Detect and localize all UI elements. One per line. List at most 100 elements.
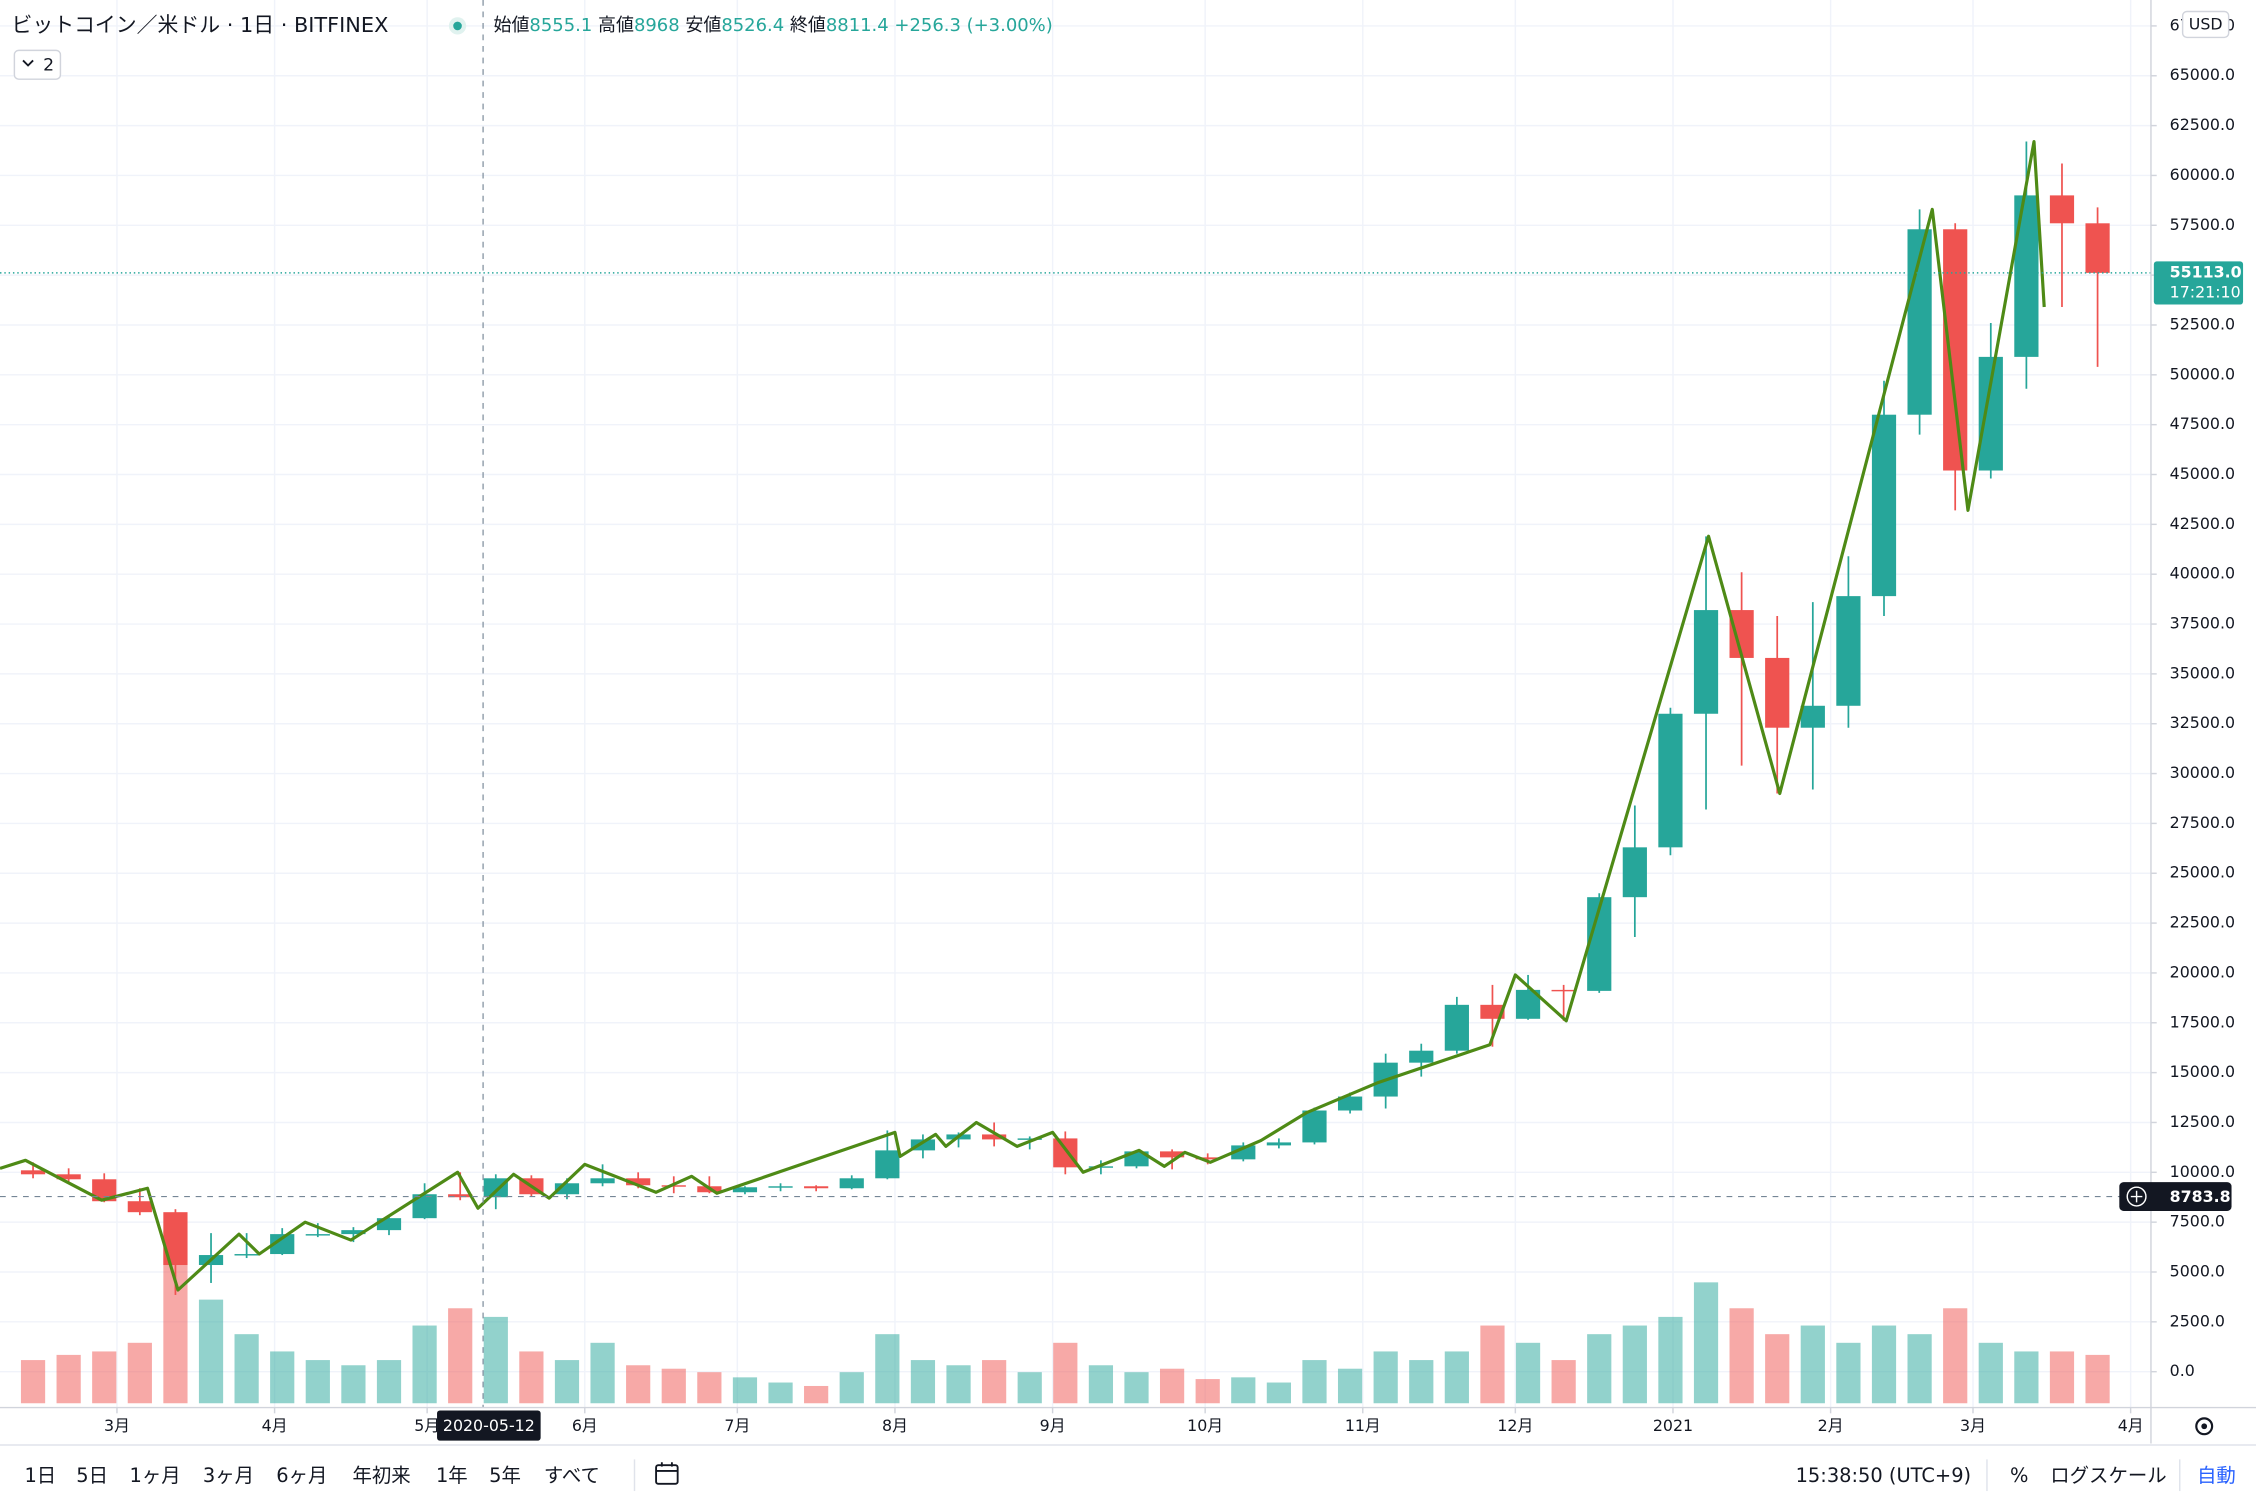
x-tick-label: 5月	[414, 1416, 440, 1435]
candle-body	[1053, 1138, 1078, 1168]
candle-body	[1159, 1151, 1185, 1158]
indicator-toggle[interactable]	[13, 49, 62, 80]
volume-bar	[198, 1299, 224, 1404]
volume-bar	[590, 1342, 615, 1404]
volume-bar	[982, 1360, 1007, 1404]
range-button[interactable]: 年初来	[353, 1464, 411, 1487]
candle-body	[2014, 195, 2039, 357]
grid	[0, 0, 2151, 1408]
volume-bar	[1693, 1282, 1719, 1404]
candle-body	[56, 1174, 81, 1180]
volume-bar	[804, 1385, 829, 1404]
add-alert-button[interactable]	[2126, 1186, 2147, 1207]
candle-body	[1480, 1004, 1505, 1019]
candle-body	[20, 1170, 46, 1175]
y-tick-label: 52500.0	[2170, 314, 2235, 333]
percent-toggle[interactable]: %	[2010, 1464, 2028, 1487]
volume-bar	[1836, 1342, 1861, 1404]
crosshair-date-badge	[437, 1410, 541, 1441]
volume-bar	[305, 1360, 330, 1404]
candle-body	[1836, 596, 1861, 706]
volume-bar	[376, 1360, 402, 1404]
legend-label: 終値	[790, 15, 826, 36]
chevron-icon	[22, 59, 34, 67]
volume-bar	[412, 1325, 437, 1404]
volume-bar	[1480, 1325, 1505, 1404]
volume-bar	[1124, 1372, 1149, 1404]
volume-bar	[1231, 1377, 1256, 1404]
volume-bar	[1195, 1379, 1220, 1404]
candle-body	[1231, 1145, 1256, 1160]
volume-bar	[1622, 1325, 1647, 1404]
x-tick-label: 3月	[104, 1416, 130, 1435]
y-tick-label: 10000.0	[2170, 1162, 2235, 1181]
range-button[interactable]: 5年	[489, 1464, 521, 1487]
range-button[interactable]: 1年	[436, 1464, 468, 1487]
x-tick-label: 10月	[1187, 1416, 1223, 1435]
y-tick-label: 35000.0	[2170, 663, 2235, 682]
volume-bar	[1515, 1342, 1541, 1404]
volume-bar	[2049, 1351, 2075, 1404]
clock[interactable]: 15:38:50 (UTC+9)	[1796, 1464, 1972, 1487]
legend-label: 高値	[598, 15, 634, 36]
y-tick-label: 17500.0	[2170, 1012, 2235, 1031]
candle-body	[1266, 1142, 1291, 1146]
y-tick-label: 32500.0	[2170, 713, 2235, 732]
volume-bar	[1017, 1372, 1042, 1404]
volume-bar	[1337, 1368, 1363, 1404]
range-button[interactable]: 1ヶ月	[129, 1464, 180, 1487]
range-button[interactable]: すべて	[544, 1464, 600, 1487]
date-range-icon[interactable]	[655, 1462, 679, 1485]
volume-bar	[1943, 1308, 1968, 1404]
indicator-count: 2	[43, 55, 54, 75]
settings-icon[interactable]	[2195, 1417, 2214, 1436]
candle-body	[554, 1183, 580, 1195]
candle-body	[626, 1178, 651, 1186]
candle-body	[1658, 713, 1683, 848]
volume-bar	[1088, 1365, 1114, 1404]
auto-scale-toggle[interactable]: 自動	[2197, 1464, 2236, 1487]
candle-body	[448, 1194, 473, 1198]
volume-pane	[20, 1230, 2110, 1404]
y-tick-label: 12500.0	[2170, 1112, 2235, 1131]
volume-bar	[2014, 1351, 2039, 1404]
volume-bar	[341, 1365, 366, 1404]
overlay	[0, 0, 2151, 1408]
range-button[interactable]: 6ヶ月	[276, 1464, 327, 1487]
candle-body	[1017, 1138, 1042, 1140]
volume-bar	[732, 1377, 758, 1404]
x-tick-label: 11月	[1345, 1416, 1381, 1435]
candle-body	[92, 1179, 117, 1202]
volume-bar	[1373, 1351, 1398, 1404]
x-tick-label: 12月	[1497, 1416, 1533, 1435]
x-tick-label: 2月	[1818, 1416, 1844, 1435]
range-button[interactable]: 5日	[76, 1464, 108, 1487]
x-tick-label: 3月	[1960, 1416, 1986, 1435]
volume-bar	[448, 1308, 473, 1404]
volume-bar	[1159, 1368, 1185, 1404]
candle-body	[341, 1230, 366, 1235]
legend-value: 8968	[634, 15, 680, 36]
volume-bar	[1053, 1342, 1078, 1404]
candle-body	[910, 1139, 936, 1151]
range-button[interactable]: 1日	[24, 1464, 56, 1487]
y-tick-label: 0.0	[2170, 1361, 2195, 1380]
volume-bar	[1800, 1325, 1825, 1404]
candle-body	[732, 1187, 758, 1193]
y-tick-label: 2500.0	[2170, 1311, 2225, 1330]
legend-value: 8555.1	[529, 15, 592, 36]
candle-body	[305, 1234, 330, 1236]
candle-body	[1302, 1110, 1327, 1143]
volume-bar	[697, 1372, 722, 1404]
currency-badge[interactable]	[2181, 10, 2230, 39]
volume-bar	[1302, 1360, 1327, 1404]
y-tick-label: 50000.0	[2170, 364, 2235, 383]
candle-body	[376, 1218, 402, 1231]
y-tick-label: 65000.0	[2170, 65, 2235, 84]
volume-bar	[875, 1334, 900, 1404]
volume-bar	[127, 1342, 152, 1404]
candles	[20, 141, 2110, 1295]
log-scale-toggle[interactable]: ログスケール	[2050, 1464, 2166, 1487]
range-button[interactable]: 3ヶ月	[203, 1464, 254, 1487]
